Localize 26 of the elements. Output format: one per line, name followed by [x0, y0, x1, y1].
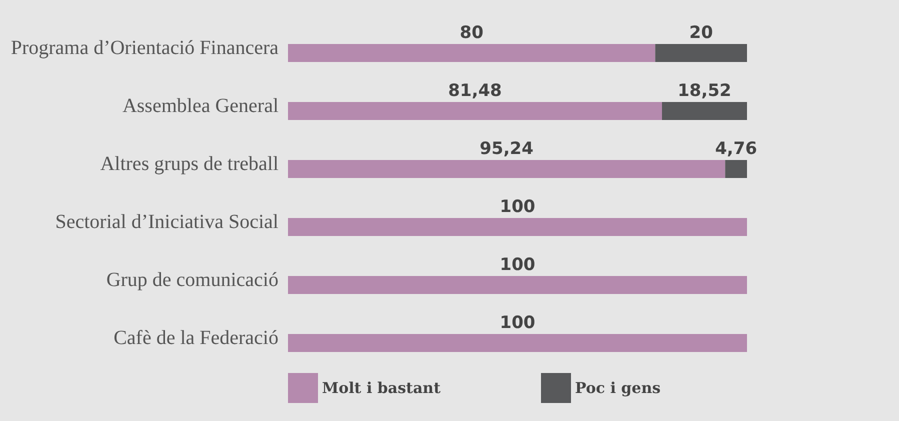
- bar: [655, 44, 747, 62]
- data-label: 100: [500, 255, 536, 275]
- data-label: 4,76: [715, 139, 758, 159]
- bar: [288, 276, 747, 294]
- data-label: 95,24: [480, 139, 534, 159]
- y-tick-label: Cafè de la Federació: [114, 327, 278, 349]
- bar: [288, 102, 662, 120]
- data-label: 20: [689, 23, 714, 43]
- bar: [288, 218, 747, 236]
- bar: [725, 160, 747, 178]
- bar: [662, 102, 747, 120]
- y-tick-label: Sectorial d’Iniciativa Social: [55, 211, 279, 233]
- y-tick-label: Grup de comunicació: [106, 269, 278, 291]
- y-tick-label: Programa d’Orientació Financera: [10, 37, 279, 59]
- bar: [288, 334, 747, 352]
- legend-label: Poc i gens: [575, 379, 661, 397]
- data-label: 80: [460, 23, 484, 43]
- data-label: 100: [500, 197, 536, 217]
- data-label: 100: [500, 313, 536, 333]
- y-tick-label: Assemblea General: [122, 95, 279, 117]
- legend-label: Molt i bastant: [322, 379, 441, 397]
- bar: [288, 44, 656, 62]
- bar: [288, 160, 726, 178]
- y-tick-label: Altres grups de treball: [100, 153, 279, 175]
- data-label: 18,52: [678, 81, 732, 101]
- data-label: 81,48: [448, 81, 502, 101]
